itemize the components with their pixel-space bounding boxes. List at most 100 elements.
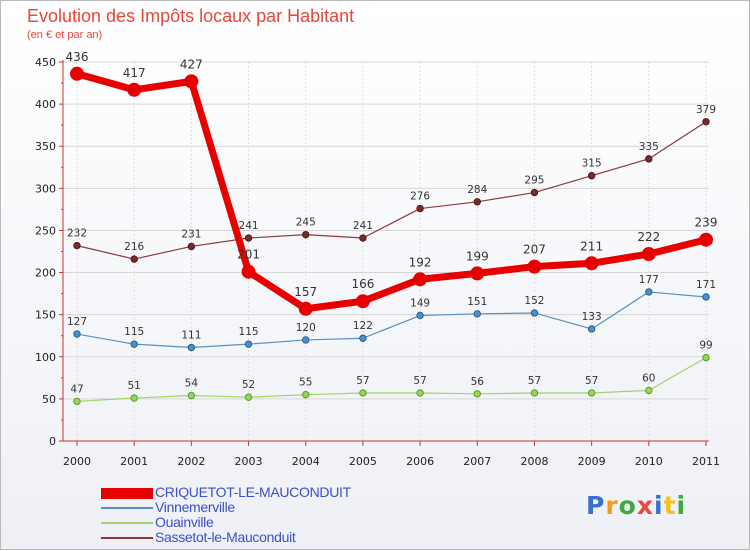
y-tick-label: 250 (35, 224, 56, 237)
data-point (587, 389, 596, 397)
legend-swatch (101, 537, 153, 539)
data-label: 211 (580, 239, 603, 253)
data-label: 99 (699, 340, 712, 352)
legend-label: Vinnemerville (155, 499, 235, 515)
data-point (645, 155, 653, 163)
data-point (130, 394, 138, 402)
data-point (302, 390, 310, 399)
x-tick-label: 2010 (635, 455, 663, 468)
data-point (645, 386, 653, 395)
x-tick-label: 2002 (177, 455, 205, 468)
data-label: 417 (123, 66, 146, 80)
legend-item[interactable]: CRIQUETOT-LE-MAUCONDUIT (101, 485, 501, 500)
data-label: 379 (696, 104, 716, 116)
y-tick-label: 0 (49, 435, 56, 448)
legend-swatch (101, 507, 153, 509)
legend-swatch (101, 487, 153, 499)
data-point (587, 172, 596, 180)
data-point (244, 234, 253, 242)
data-label: 151 (467, 296, 487, 308)
data-label: 241 (239, 220, 259, 232)
data-label: 192 (409, 255, 432, 269)
data-label: 133 (582, 311, 602, 323)
data-point (584, 256, 599, 271)
data-label: 115 (124, 326, 144, 338)
data-point (302, 336, 310, 344)
data-point (244, 393, 253, 401)
x-tick-label: 2009 (578, 455, 606, 468)
data-label: 241 (353, 220, 373, 232)
data-point (641, 247, 656, 262)
data-label: 54 (185, 378, 199, 390)
data-label: 55 (299, 377, 312, 389)
data-label: 57 (356, 375, 369, 387)
data-point (645, 288, 653, 296)
chart-legend: CRIQUETOT-LE-MAUCONDUIT Vinnemerville Ou… (101, 485, 501, 545)
data-point (73, 397, 81, 406)
data-label: 157 (294, 285, 317, 299)
data-point (184, 74, 199, 89)
y-tick-label: 150 (35, 309, 56, 322)
data-point (73, 241, 81, 250)
legend-label: Sassetot-le-Mauconduit (155, 529, 296, 545)
legend-swatch (101, 522, 153, 524)
data-label: 315 (582, 158, 602, 170)
y-tick-label: 350 (35, 140, 56, 153)
data-label: 239 (695, 216, 718, 230)
data-label: 427 (180, 57, 203, 71)
legend-item[interactable]: Ouainville (101, 515, 501, 530)
data-point (530, 188, 539, 197)
data-label: 111 (181, 330, 201, 342)
data-label: 207 (523, 243, 546, 257)
data-label: 152 (524, 295, 544, 307)
data-label: 295 (524, 175, 544, 187)
data-label: 335 (639, 141, 659, 153)
data-label: 201 (237, 248, 260, 262)
data-label: 52 (242, 379, 255, 391)
x-tick-label: 2008 (520, 455, 548, 468)
data-label: 51 (127, 380, 140, 392)
data-label: 284 (467, 184, 487, 196)
data-point (530, 309, 539, 317)
data-label: 231 (181, 228, 201, 240)
data-point (359, 234, 367, 242)
data-label: 120 (296, 322, 316, 334)
data-point (416, 204, 424, 213)
data-label: 56 (471, 376, 485, 388)
data-label: 127 (67, 316, 87, 328)
data-point (244, 340, 253, 348)
proxiti-logo: Proxiti (586, 491, 687, 520)
data-label: 171 (696, 279, 716, 291)
data-point (70, 66, 84, 81)
data-label: 57 (528, 375, 541, 387)
data-point (187, 343, 196, 352)
legend-item[interactable]: Sassetot-le-Mauconduit (101, 530, 501, 545)
legend-label: Ouainville (155, 514, 214, 530)
chart-title: Evolution des Impôts locaux par Habitant (27, 6, 355, 26)
data-label: 216 (124, 241, 144, 253)
data-point (187, 391, 196, 400)
x-tick-label: 2000 (63, 455, 91, 468)
chart-subtitle: (en € et par an) (27, 29, 103, 41)
data-point (470, 266, 485, 281)
data-label: 245 (296, 217, 316, 229)
data-point (473, 390, 481, 398)
x-tick-label: 2001 (120, 455, 148, 468)
data-point (73, 330, 81, 338)
data-point (127, 82, 142, 97)
x-tick-label: 2003 (235, 455, 263, 468)
y-tick-label: 400 (35, 98, 56, 111)
data-point (702, 118, 710, 126)
legend-item[interactable]: Vinnemerville (101, 500, 501, 515)
data-label: 232 (67, 228, 87, 240)
y-tick-label: 100 (35, 351, 56, 364)
series-line (73, 70, 710, 313)
data-point (413, 272, 428, 287)
data-label: 47 (70, 383, 83, 395)
series-line (76, 291, 707, 349)
data-point (359, 334, 367, 342)
series-line (76, 357, 707, 403)
data-label: 115 (239, 326, 259, 338)
